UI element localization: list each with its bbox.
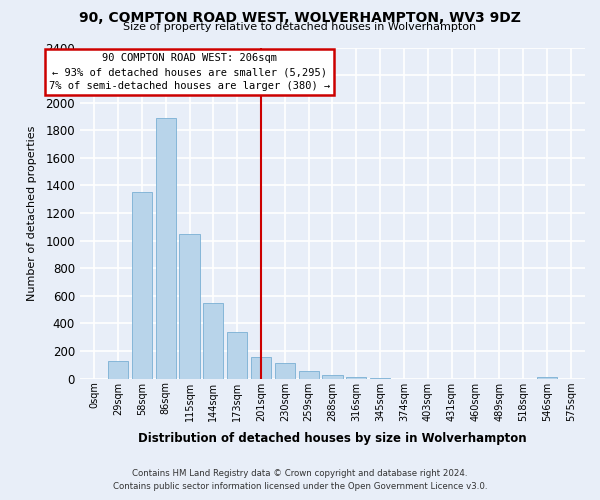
Bar xyxy=(132,192,152,378)
Bar xyxy=(275,364,295,378)
X-axis label: Distribution of detached houses by size in Wolverhampton: Distribution of detached houses by size … xyxy=(138,432,527,445)
Text: Contains HM Land Registry data © Crown copyright and database right 2024.
Contai: Contains HM Land Registry data © Crown c… xyxy=(113,470,487,491)
Text: Size of property relative to detached houses in Wolverhampton: Size of property relative to detached ho… xyxy=(124,22,476,32)
Y-axis label: Number of detached properties: Number of detached properties xyxy=(27,126,37,300)
Bar xyxy=(322,374,343,378)
Bar xyxy=(299,370,319,378)
Bar xyxy=(108,362,128,378)
Bar xyxy=(537,376,557,378)
Bar xyxy=(227,332,247,378)
Bar xyxy=(203,302,223,378)
Bar xyxy=(251,357,271,378)
Bar xyxy=(155,118,176,378)
Text: 90 COMPTON ROAD WEST: 206sqm
← 93% of detached houses are smaller (5,295)
7% of : 90 COMPTON ROAD WEST: 206sqm ← 93% of de… xyxy=(49,53,330,91)
Text: 90, COMPTON ROAD WEST, WOLVERHAMPTON, WV3 9DZ: 90, COMPTON ROAD WEST, WOLVERHAMPTON, WV… xyxy=(79,11,521,25)
Bar xyxy=(179,234,200,378)
Bar xyxy=(346,376,367,378)
